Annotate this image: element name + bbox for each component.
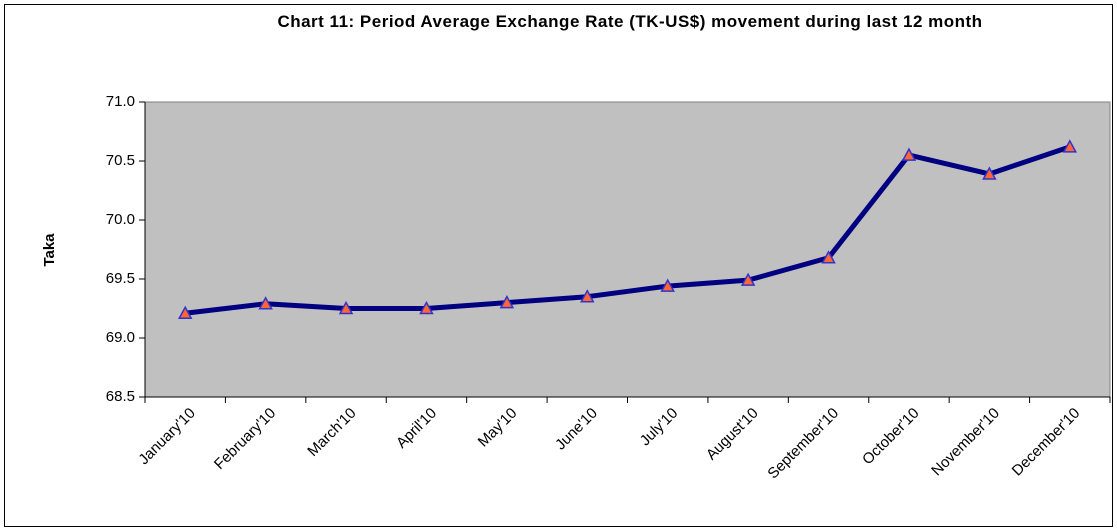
point-marker bbox=[901, 147, 917, 161]
point-marker bbox=[660, 278, 675, 292]
point-marker bbox=[982, 166, 997, 180]
y-tick-label: 70.5 bbox=[106, 152, 135, 169]
point-marker bbox=[1062, 139, 1078, 153]
y-tick-label: 69.5 bbox=[106, 270, 135, 287]
y-tick-label: 69.0 bbox=[106, 329, 135, 346]
plot-area bbox=[144, 101, 1111, 398]
point-marker bbox=[499, 295, 515, 309]
point-marker bbox=[580, 289, 595, 303]
point-marker bbox=[177, 305, 193, 319]
y-tick-label: 70.0 bbox=[106, 211, 135, 228]
point-marker bbox=[419, 300, 434, 315]
point-marker bbox=[821, 250, 836, 264]
y-tick-label: 71.0 bbox=[106, 93, 135, 110]
point-marker bbox=[258, 296, 273, 310]
chart-title: Chart 11: Period Average Exchange Rate (… bbox=[277, 12, 983, 31]
series-line bbox=[184, 144, 1071, 316]
y-tick-label: 68.5 bbox=[106, 388, 135, 405]
point-marker bbox=[338, 300, 354, 315]
point-marker bbox=[740, 272, 756, 286]
y-axis-label: Taka bbox=[41, 233, 58, 267]
